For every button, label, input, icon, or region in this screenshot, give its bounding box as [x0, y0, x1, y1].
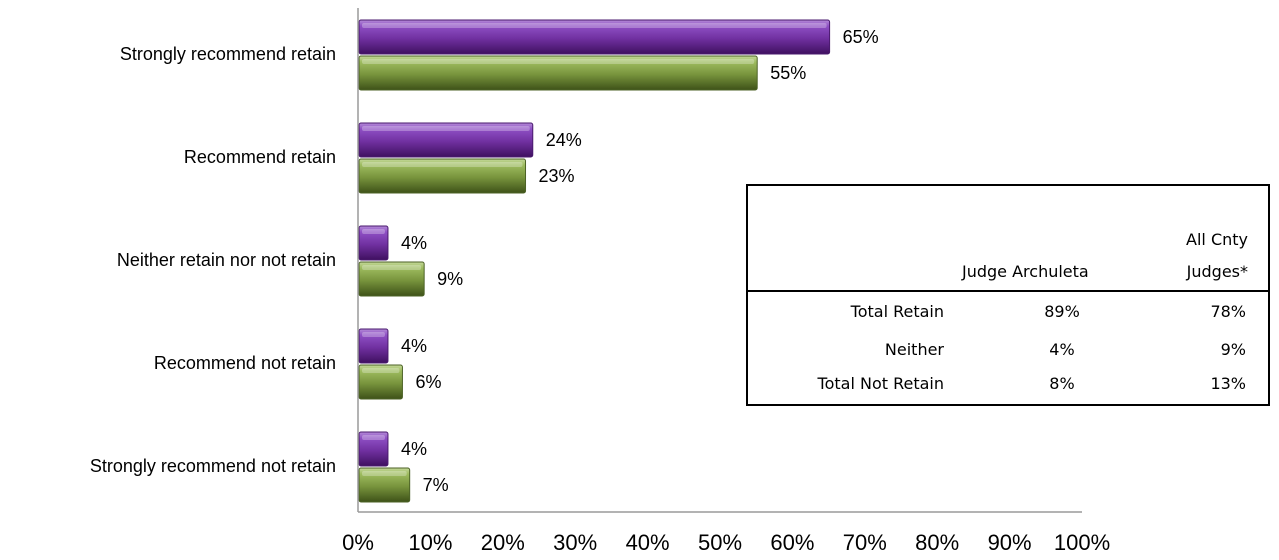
data-label: 7% [423, 475, 449, 495]
row-total-not-retain-all: 13% [1210, 374, 1246, 393]
data-label: 55% [770, 63, 806, 83]
x-tick-label: 0% [342, 530, 374, 555]
category-label: Strongly recommend not retain [90, 456, 336, 476]
category-label: Recommend not retain [154, 353, 336, 373]
data-label: 65% [843, 27, 879, 47]
bar-green [358, 467, 411, 503]
x-tick-label-group: 0% 10% 20% 30% 40% 50% 60% 70% 80% 90% 100% [342, 530, 1110, 555]
x-tick-label: 20% [481, 530, 525, 555]
bar-highlight [362, 162, 523, 167]
header-all-cnty-line2: Judges* [1186, 262, 1248, 281]
category-label-group: Strongly recommend retain Recommend retai… [90, 44, 336, 476]
data-label: 4% [401, 233, 427, 253]
bar-purple [358, 225, 389, 261]
bar-green [358, 158, 527, 194]
summary-table-header: Judge Archuleta All Cnty Judges* [748, 186, 1268, 292]
x-tick-label: 60% [770, 530, 814, 555]
bar-green [358, 55, 758, 91]
row-neither-label: Neither [884, 340, 944, 359]
x-tick-label: 10% [408, 530, 452, 555]
x-tick-label: 100% [1054, 530, 1110, 555]
row-neither-judge: 4% [1049, 340, 1075, 359]
row-total-not-retain-label: Total Not Retain [817, 374, 944, 393]
bar-purple [358, 328, 389, 364]
data-label: 4% [401, 439, 427, 459]
bar-purple [358, 122, 534, 158]
bar-highlight [362, 23, 827, 28]
data-label: 23% [539, 166, 575, 186]
data-label: 6% [415, 372, 441, 392]
data-label: 24% [546, 130, 582, 150]
row-neither-all: 9% [1220, 340, 1246, 359]
data-label-group: 65% 55% 24% 23% 4% 9% 4% 6% 4% 7% [401, 27, 879, 495]
x-tick-label: 40% [626, 530, 670, 555]
x-tick-label: 50% [698, 530, 742, 555]
category-label: Neither retain nor not retain [117, 250, 336, 270]
x-tick-label: 70% [843, 530, 887, 555]
bar-highlight [362, 126, 530, 131]
bar-series-group [358, 19, 831, 503]
retention-summary-table: Judge Archuleta All Cnty Judges* Total R… [746, 184, 1270, 406]
x-tick-label: 90% [988, 530, 1032, 555]
data-label: 4% [401, 336, 427, 356]
bar-green [358, 364, 403, 400]
x-tick-label: 80% [915, 530, 959, 555]
category-label: Recommend retain [184, 147, 336, 167]
bar-highlight [362, 368, 400, 373]
row-total-retain-all: 78% [1210, 302, 1246, 321]
header-all-cnty-line1: All Cnty [1186, 230, 1248, 249]
x-tick-label: 30% [553, 530, 597, 555]
bar-highlight [362, 435, 385, 440]
bar-highlight [362, 332, 385, 337]
data-label: 9% [437, 269, 463, 289]
row-total-retain-label: Total Retain [850, 302, 944, 321]
bar-purple [358, 431, 389, 467]
bar-highlight [362, 471, 407, 476]
bar-green [358, 261, 425, 297]
row-total-retain-judge: 89% [1044, 302, 1080, 321]
row-total-not-retain-judge: 8% [1049, 374, 1075, 393]
bar-highlight [362, 59, 755, 64]
bar-purple [358, 19, 831, 55]
category-label: Strongly recommend retain [120, 44, 336, 64]
header-judge-archuleta: Judge Archuleta [962, 262, 1089, 281]
bar-highlight [362, 265, 422, 270]
bar-highlight [362, 229, 385, 234]
